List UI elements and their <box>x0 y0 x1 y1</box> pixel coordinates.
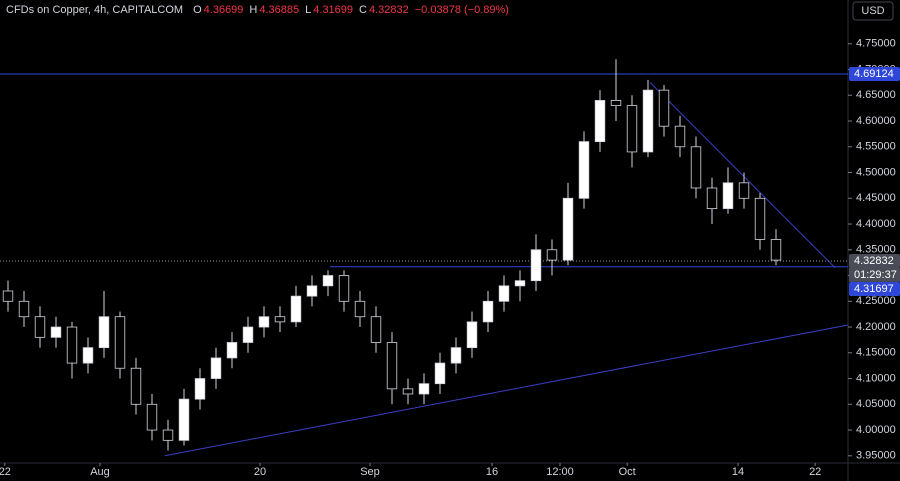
x-tick-label: 14 <box>732 466 744 478</box>
y-tick-label: 4.40000 <box>856 218 896 230</box>
y-tick-label: 4.60000 <box>856 115 896 127</box>
candle-body <box>258 316 270 328</box>
candle-body <box>50 326 62 338</box>
chart-title: CFDs on Copper, 4h, CAPITALCOM <box>6 4 183 16</box>
candle-body <box>66 326 78 364</box>
candle-body <box>2 290 14 302</box>
countdown-box <box>849 267 900 282</box>
y-tick-label: 3.95000 <box>856 450 896 462</box>
candle-body <box>482 300 494 323</box>
x-tick-label: 20 <box>254 466 266 478</box>
trendline <box>649 82 836 269</box>
candle-body <box>162 429 174 441</box>
candle-body <box>130 367 142 405</box>
candle-body <box>370 316 382 343</box>
candle-body <box>290 295 302 323</box>
candle-body <box>98 316 110 349</box>
currency-label[interactable]: USD <box>861 5 884 17</box>
candle-body <box>466 321 478 349</box>
ohlc-key: L <box>305 4 311 16</box>
candle-body <box>770 239 782 261</box>
candle-body <box>242 326 254 343</box>
y-tick-label: 4.20000 <box>856 321 896 333</box>
candle-body <box>738 182 750 199</box>
candle-body <box>594 100 606 143</box>
candle-body <box>146 403 158 431</box>
level-bottom-label: 4.31697 <box>854 283 894 295</box>
candle-body <box>610 100 622 106</box>
candle-body <box>434 362 446 385</box>
y-tick-label: 4.00000 <box>856 424 896 436</box>
x-tick-label: 22 <box>0 466 11 478</box>
y-tick-label: 4.50000 <box>856 166 896 178</box>
candle-body <box>18 300 30 318</box>
candle-body <box>674 125 686 148</box>
candle-body <box>706 187 718 209</box>
y-tick-label: 4.75000 <box>856 38 896 50</box>
x-tick-label: 12:00 <box>546 466 574 478</box>
candle-body <box>194 378 206 400</box>
candle-body <box>754 197 766 240</box>
candle-body <box>450 347 462 364</box>
x-tick-label: 16 <box>486 466 498 478</box>
candle-body <box>690 146 702 189</box>
candle-body <box>114 316 126 369</box>
y-tick-label: 4.05000 <box>856 398 896 410</box>
candle-body <box>530 249 542 282</box>
x-tick-label: 22 <box>809 466 821 478</box>
ohlc-key: O <box>193 4 202 16</box>
candle-body <box>578 141 590 199</box>
candle-body <box>210 357 222 379</box>
y-tick-label: 4.65000 <box>856 89 896 101</box>
candle-body <box>274 316 286 323</box>
candle-body <box>514 280 526 287</box>
countdown: 01:29:37 <box>854 269 897 281</box>
change: −0.03878 (−0.89%) <box>415 4 509 16</box>
level-top-box <box>849 67 900 82</box>
ohlc-value: 4.36885 <box>259 4 299 16</box>
candle-body <box>418 383 430 395</box>
last-price-label: 4.32832 <box>854 255 894 267</box>
x-tick-label: Oct <box>619 466 636 478</box>
ohlc-value: 4.31699 <box>313 4 353 16</box>
candle-body <box>322 275 334 287</box>
y-tick-label: 4.35000 <box>856 244 896 256</box>
candle-body <box>658 89 670 127</box>
x-tick-label: Aug <box>90 466 110 478</box>
last-price-box <box>849 253 900 268</box>
y-tick-label: 4.10000 <box>856 372 896 384</box>
y-tick-label: 4.45000 <box>856 192 896 204</box>
candle-body <box>562 197 574 261</box>
candle-body <box>402 388 414 395</box>
candle-body <box>546 249 558 261</box>
candle-body <box>34 316 46 338</box>
currency-button[interactable] <box>852 1 894 21</box>
ohlc-value: 4.32832 <box>369 4 409 16</box>
candle-body <box>354 300 366 318</box>
y-tick-label: 4.55000 <box>856 141 896 153</box>
candle-body <box>178 398 190 441</box>
candle-body <box>82 347 94 364</box>
x-tick-label: Sep <box>360 466 380 478</box>
trendline <box>164 324 849 457</box>
candle-body <box>626 105 638 153</box>
candle-body <box>386 342 398 390</box>
y-tick-label: 4.15000 <box>856 347 896 359</box>
candle-body <box>722 182 734 209</box>
candle-body <box>338 275 350 302</box>
ohlc-key: H <box>249 4 257 16</box>
level-bottom-box <box>849 281 900 296</box>
candle-body <box>226 342 238 359</box>
y-tick-label: 4.25000 <box>856 295 896 307</box>
ohlc-key: C <box>359 4 367 16</box>
candle-body <box>498 285 510 302</box>
level-top-label: 4.69124 <box>854 68 894 80</box>
ohlc-value: 4.36699 <box>204 4 244 16</box>
candle-body <box>306 285 318 297</box>
candle-body <box>642 89 654 153</box>
